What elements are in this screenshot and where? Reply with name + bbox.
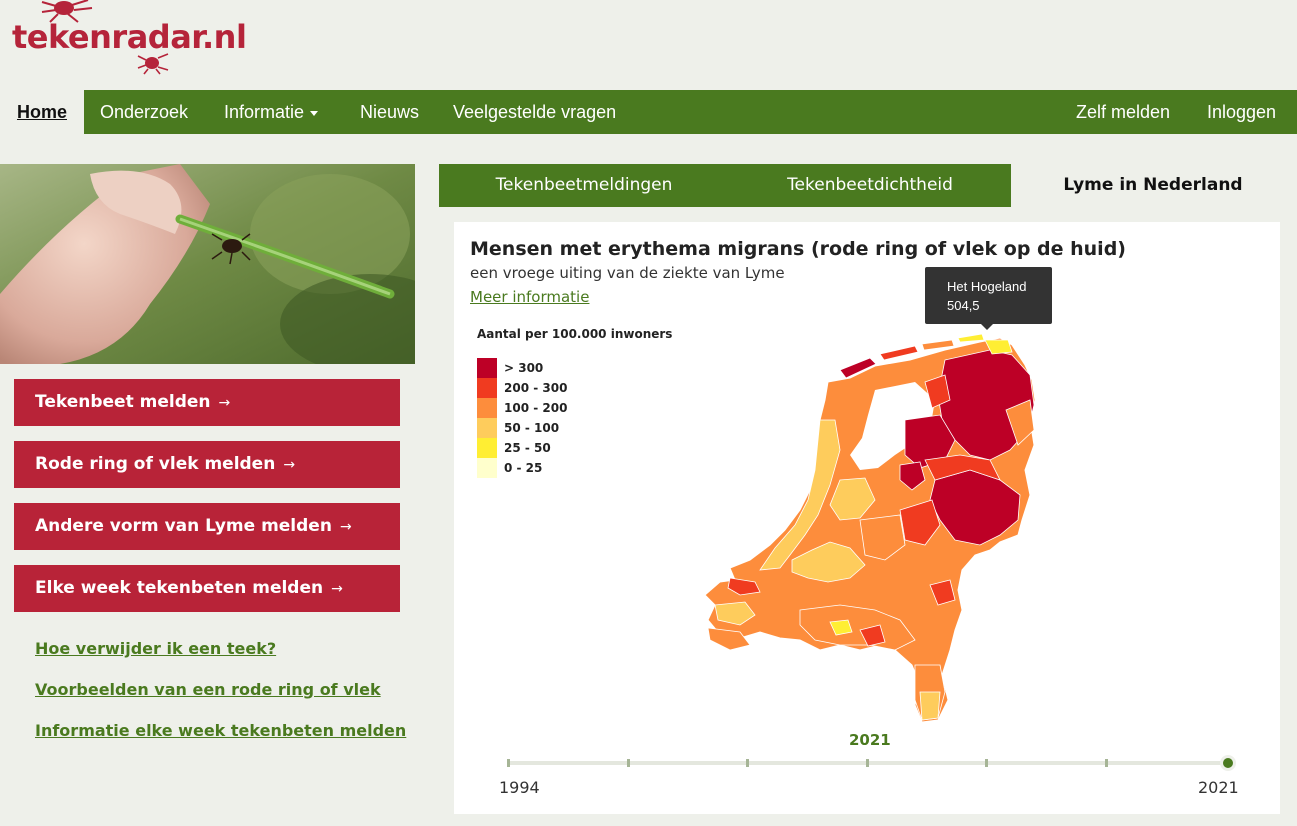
slider-tick	[507, 759, 510, 767]
legend-swatch	[477, 458, 497, 478]
slider-tick	[1105, 759, 1108, 767]
tab-tekenbeetmeldingen[interactable]: Tekenbeetmeldingen	[439, 164, 729, 207]
nav-informatie[interactable]: Informatie	[224, 90, 319, 134]
map-region	[899, 499, 941, 546]
nav-inloggen[interactable]: Inloggen	[1207, 102, 1277, 122]
legend-title: Aantal per 100.000 inwoners	[477, 327, 673, 341]
netherlands-choropleth-map[interactable]	[700, 320, 1050, 725]
slider-tick	[627, 759, 630, 767]
tekenbeet-melden-label: Tekenbeet melden	[35, 392, 211, 412]
link-informatie-elke-week[interactable]: Informatie elke week tekenbeten melden	[35, 721, 407, 740]
map-region	[924, 454, 1001, 481]
map-region	[859, 624, 886, 647]
timeline-start-year: 1994	[499, 778, 540, 797]
legend-label: > 300	[504, 361, 544, 375]
map-region	[839, 357, 877, 379]
map-tabs: Tekenbeetmeldingen Tekenbeetdichtheid Ly…	[439, 164, 1295, 207]
map-region	[799, 604, 916, 651]
year-slider-handle[interactable]	[1220, 755, 1236, 771]
slider-tick	[746, 759, 749, 767]
legend-swatch	[477, 378, 497, 398]
meer-informatie-link[interactable]: Meer informatie	[470, 288, 590, 306]
nav-zelf-melden[interactable]: Zelf melden	[1076, 102, 1171, 122]
map-region	[714, 601, 756, 626]
map-subtitle: een vroege uiting van de ziekte van Lyme	[470, 264, 785, 282]
nav-nieuws[interactable]: Nieuws	[360, 102, 420, 122]
nav-informatie-label: Informatie	[224, 102, 305, 122]
elke-week-melden-label: Elke week tekenbeten melden	[35, 578, 324, 598]
map-region	[921, 339, 955, 351]
legend-swatch	[477, 438, 497, 458]
main-nav: Home Onderzoek Informatie Nieuws Veelges…	[0, 90, 1297, 134]
tooltip-value: 504,5	[947, 298, 980, 313]
legend-label: 0 - 25	[504, 461, 543, 475]
map-region	[1005, 399, 1035, 446]
legend-label: 100 - 200	[504, 401, 568, 415]
elke-week-melden-button[interactable]: Elke week tekenbeten melden →	[14, 565, 400, 612]
link-teek-verwijderen[interactable]: Hoe verwijder ik een teek?	[35, 639, 277, 658]
logo-text: tekenradar.nl	[12, 18, 247, 56]
legend-swatch	[477, 418, 497, 438]
map-title: Mensen met erythema migrans (rode ring o…	[470, 238, 1126, 260]
rode-ring-melden-button[interactable]: Rode ring of vlek melden →	[14, 441, 400, 488]
map-region-hogeland	[984, 339, 1013, 355]
sidebar	[0, 164, 415, 826]
arrow-right-icon: →	[283, 457, 296, 473]
tooltip-region: Het Hogeland	[947, 279, 1027, 294]
arrow-right-icon: →	[331, 581, 343, 597]
ijsselmeer-water	[850, 382, 935, 470]
map-region	[929, 579, 956, 606]
map-region	[924, 374, 951, 409]
nav-onderzoek[interactable]: Onderzoek	[100, 102, 189, 122]
legend-label: 200 - 300	[504, 381, 568, 395]
legend-swatch	[477, 398, 497, 418]
slider-tick	[866, 759, 869, 767]
legend-swatch	[477, 358, 497, 378]
hero-image-tick-on-grass	[0, 164, 415, 364]
map-region	[919, 691, 941, 721]
legend-label: 25 - 50	[504, 441, 551, 455]
arrow-right-icon: →	[218, 395, 231, 411]
map-region	[791, 541, 866, 583]
map-region	[899, 461, 926, 491]
map-region	[859, 514, 906, 561]
andere-vorm-lyme-button[interactable]: Andere vorm van Lyme melden →	[14, 503, 400, 550]
map-region	[759, 419, 841, 571]
arrow-right-icon: →	[339, 519, 352, 535]
current-year: 2021	[849, 731, 891, 749]
tick-logo-icon	[41, 0, 169, 75]
tekenbeet-melden-button[interactable]: Tekenbeet melden →	[14, 379, 400, 426]
nav-veelgestelde-vragen[interactable]: Veelgestelde vragen	[453, 102, 617, 122]
andere-vorm-lyme-label: Andere vorm van Lyme melden	[35, 516, 332, 536]
map-tooltip: Het Hogeland 504,5	[925, 267, 1052, 330]
rode-ring-melden-label: Rode ring of vlek melden	[35, 454, 276, 474]
tab-lyme-in-nederland[interactable]: Lyme in Nederland	[1011, 164, 1295, 207]
timeline-end-year: 2021	[1198, 778, 1239, 797]
map-region	[957, 333, 985, 343]
site-logo[interactable]: tekenradar.nl	[12, 0, 252, 80]
slider-tick	[985, 759, 988, 767]
legend-label: 50 - 100	[504, 421, 560, 435]
tab-tekenbeetdichtheid[interactable]: Tekenbeetdichtheid	[729, 164, 1011, 207]
map-region	[829, 619, 853, 636]
map-region	[727, 577, 761, 596]
chevron-down-icon	[310, 110, 319, 116]
link-voorbeelden-rode-ring[interactable]: Voorbeelden van een rode ring of vlek	[35, 680, 381, 699]
map-region	[707, 627, 751, 651]
map-region	[829, 477, 876, 521]
nav-home[interactable]: Home	[0, 90, 84, 134]
map-region	[879, 345, 919, 361]
